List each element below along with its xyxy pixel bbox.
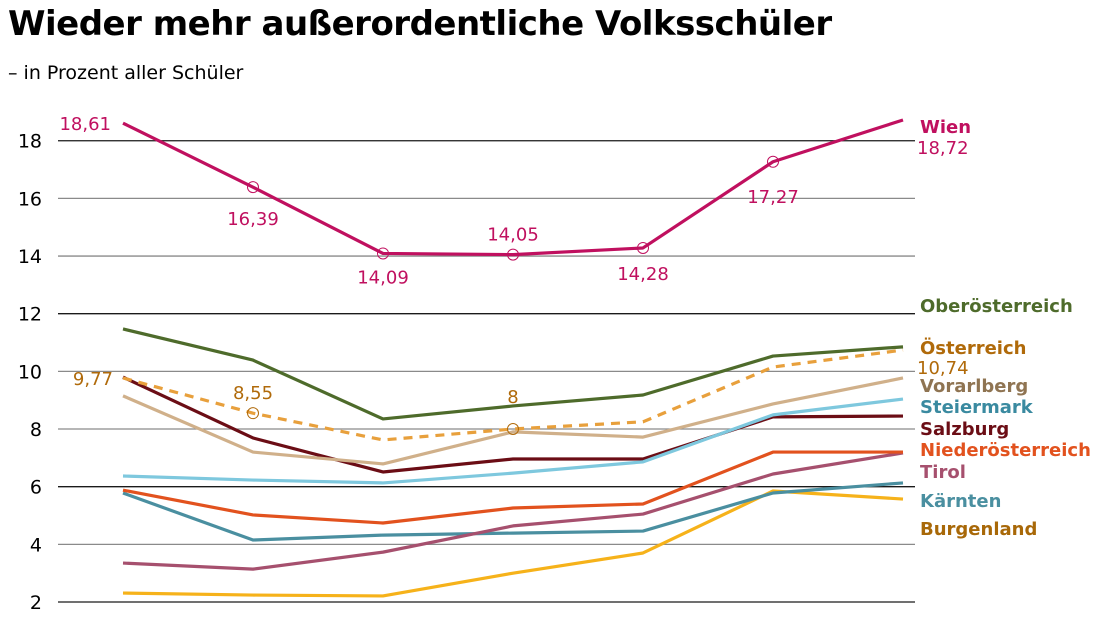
series-lines — [122, 118, 904, 598]
legend-label-oberösterreich: Oberösterreich — [920, 296, 1073, 317]
y-tick-label: 8 — [30, 419, 42, 441]
legend-label-vorarlberg: Vorarlberg — [920, 376, 1028, 397]
series-line-steiermark — [122, 397, 904, 485]
data-marker — [507, 423, 519, 436]
y-tick-label: 16 — [18, 188, 42, 210]
y-tick-label: 10 — [18, 361, 42, 383]
chart-subtitle: – in Prozent aller Schüler — [8, 62, 244, 84]
series-line-burgenland — [122, 489, 904, 598]
data-label: 8,55 — [233, 383, 273, 404]
data-marker — [507, 248, 519, 261]
y-tick-label: 18 — [18, 131, 42, 153]
legend-label-österreich: Österreich — [920, 337, 1026, 359]
series-line-vorarlberg — [122, 376, 904, 466]
data-label: 14,09 — [357, 267, 409, 288]
data-labels: 18,61 16,39 14,09 14,05 14,28 17,27 18,72 9,77 8… — [59, 114, 968, 408]
data-label: 18,72 — [917, 138, 969, 159]
gridlines — [58, 140, 915, 603]
series-line-kärnten — [122, 481, 904, 542]
data-label: 16,39 — [227, 209, 279, 230]
data-marker — [377, 247, 389, 260]
legend-label-salzburg: Salzburg — [920, 419, 1009, 440]
data-label: 17,27 — [747, 187, 799, 208]
data-markers — [247, 155, 779, 436]
data-label: 9,77 — [73, 369, 113, 390]
data-marker — [767, 155, 779, 168]
legend-labels: Wien Oberösterreich Österreich VorarlbergSt… — [920, 117, 1091, 540]
data-label: 10,74 — [917, 358, 969, 379]
data-marker — [637, 241, 649, 254]
legend-label-steiermark: Steiermark — [920, 397, 1034, 418]
y-tick-label: 2 — [30, 592, 42, 614]
data-label: 8 — [507, 387, 518, 408]
data-marker — [247, 181, 259, 194]
legend-label-niederösterreich: Niederösterreich — [920, 440, 1091, 461]
data-label: 14,05 — [487, 225, 539, 246]
y-tick-label: 4 — [30, 534, 42, 556]
legend-label-kärnten: Kärnten — [920, 491, 1001, 512]
y-tick-label: 12 — [18, 304, 42, 326]
data-label: 14,28 — [617, 264, 669, 285]
y-axis-ticks: 2 4 6 8 10 12 14 16 18 — [18, 131, 42, 614]
series-line-österreich — [122, 348, 904, 442]
data-marker — [247, 407, 259, 420]
data-label: 18,61 — [59, 114, 111, 135]
legend-label-wien: Wien — [920, 117, 971, 138]
series-line-salzburg — [122, 375, 904, 474]
series-line-niederösterreich — [122, 450, 903, 525]
series-line-tirol — [122, 451, 904, 571]
legend-label-tirol: Tirol — [920, 462, 966, 483]
y-tick-label: 6 — [30, 477, 42, 499]
series-line-oberösterreich — [122, 327, 904, 421]
y-tick-label: 14 — [18, 246, 42, 268]
chart-title: Wieder mehr außerordentliche Volksschüle… — [8, 4, 832, 44]
legend-label-burgenland: Burgenland — [920, 519, 1037, 540]
series-line-wien — [122, 118, 904, 257]
